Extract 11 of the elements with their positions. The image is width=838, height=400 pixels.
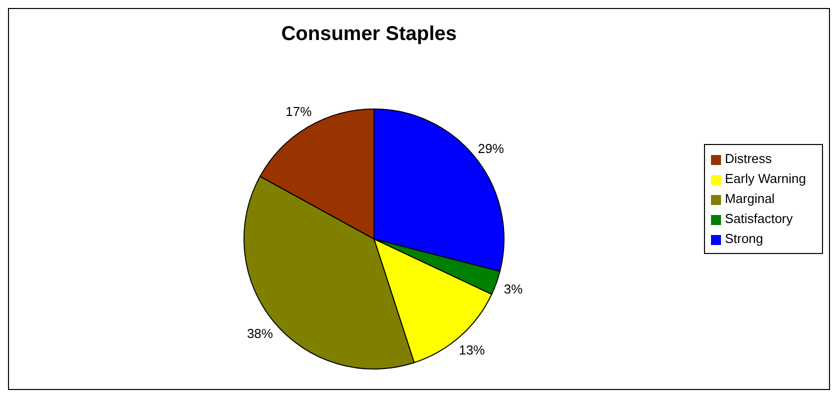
- legend-label: Distress: [724, 151, 772, 166]
- legend-label: Marginal: [724, 191, 775, 206]
- data-label: 29%: [478, 140, 504, 156]
- data-label: 17%: [286, 104, 312, 120]
- data-label: 3%: [504, 282, 524, 297]
- data-label: 13%: [458, 342, 486, 358]
- legend-label: Satisfactory: [724, 211, 793, 226]
- legend-label: Early Warning: [724, 171, 806, 186]
- chart-title: Consumer Staples: [280, 23, 458, 46]
- data-label: 38%: [246, 326, 274, 341]
- legend-label: Strong: [724, 231, 764, 246]
